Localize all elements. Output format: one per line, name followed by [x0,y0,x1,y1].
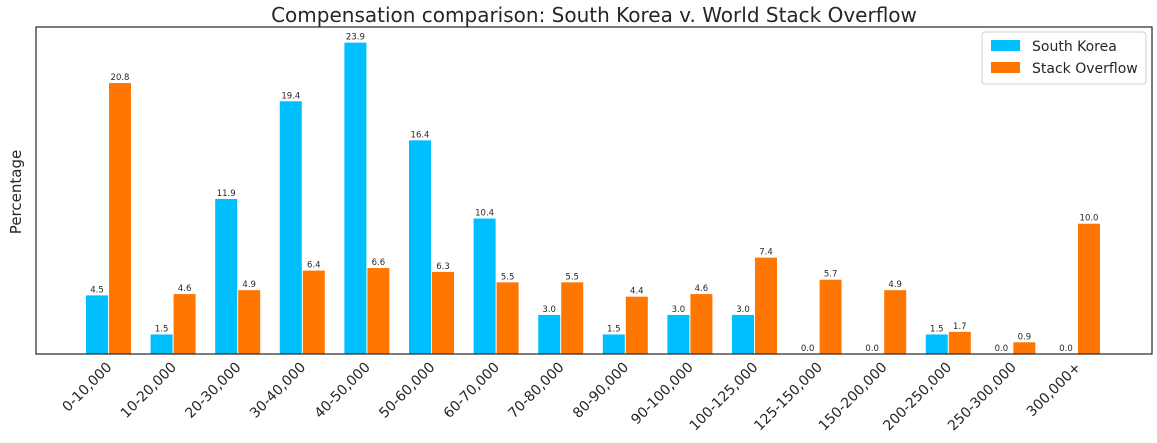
data-label-stack-overflow-300-000: 10.0 [1080,214,1099,224]
data-label-south-korea-0-10-000: 4.5 [90,285,104,295]
bar-stack-overflow-30-40-000 [302,270,325,354]
legend-label-stack-overflow: Stack Overflow [1032,61,1138,77]
bar-stack-overflow-100-125-000 [755,257,777,354]
data-label-south-korea-90-100-000: 3.0 [672,305,686,315]
data-label-south-korea-200-250-000: 1.5 [930,324,944,334]
x-tick-label-20-30-000: 20-30,000 [182,360,244,422]
data-label-stack-overflow-90-100-000: 4.6 [695,284,709,294]
legend: South Korea Stack Overflow [981,31,1147,85]
bar-stack-overflow-60-70-000 [496,282,519,354]
x-tick-label-250-300-000: 250-300,000 [945,360,1020,435]
data-label-stack-overflow-10-20-000: 4.6 [178,284,192,294]
x-tick-label-60-70-000: 60-70,000 [441,360,503,422]
data-label-stack-overflow-40-50-000: 6.6 [372,258,386,268]
bar-stack-overflow-300-000 [1078,223,1100,354]
bar-stack-overflow-0-10-000 [109,83,131,354]
bar-south-korea-10-20-000 [150,334,173,354]
data-label-stack-overflow-50-60-000: 6.3 [436,262,450,272]
data-label-stack-overflow-60-70-000: 5.5 [501,272,515,282]
bar-south-korea-60-70-000 [473,218,496,354]
legend-label-south-korea: South Korea [1032,39,1117,55]
bar-south-korea-100-125-000 [732,314,754,354]
data-label-south-korea-50-60-000: 16.4 [411,130,430,140]
bar-south-korea-30-40-000 [279,101,302,354]
x-tick-label-0-10-000: 0-10,000 [60,360,116,416]
data-label-stack-overflow-70-80-000: 5.5 [565,272,579,282]
x-tick-label-10-20-000: 10-20,000 [118,360,180,422]
bar-south-korea-40-50-000 [344,42,367,355]
data-label-south-korea-300-000: 0.0 [1059,344,1073,354]
legend-box [981,31,1147,85]
bar-stack-overflow-20-30-000 [238,290,261,354]
chart-title: Compensation comparison: South Korea v. … [271,3,917,27]
bar-stack-overflow-10-20-000 [173,294,196,354]
data-label-stack-overflow-250-300-000: 0.9 [1018,332,1032,342]
bar-south-korea-90-100-000 [667,314,690,354]
data-label-stack-overflow-200-250-000: 1.7 [953,322,967,332]
bar-stack-overflow-250-300-000 [1013,342,1036,354]
x-tick-label-30-40-000: 30-40,000 [247,360,309,422]
data-label-stack-overflow-30-40-000: 6.4 [307,261,321,271]
x-tick-label-90-100-000: 90-100,000 [628,360,696,428]
data-label-stack-overflow-80-90-000: 4.4 [630,287,644,297]
data-label-south-korea-20-30-000: 11.9 [217,189,236,199]
data-label-south-korea-40-50-000: 23.9 [346,33,365,43]
bar-stack-overflow-40-50-000 [367,268,390,354]
data-label-south-korea-60-70-000: 10.4 [475,209,494,219]
bar-south-korea-200-250-000 [925,334,948,354]
data-label-south-korea-10-20-000: 1.5 [155,324,169,334]
data-label-stack-overflow-0-10-000: 20.8 [111,73,130,83]
x-tick-label-70-80-000: 70-80,000 [505,360,567,422]
bar-south-korea-20-30-000 [215,198,238,354]
y-axis-label: Percentage [7,150,25,234]
data-label-south-korea-80-90-000: 1.5 [607,324,621,334]
data-label-south-korea-70-80-000: 3.0 [542,305,556,315]
data-label-stack-overflow-125-150-000: 5.7 [824,270,838,280]
bar-stack-overflow-200-250-000 [948,331,971,354]
bars-group [86,42,1100,355]
x-tick-label-300-000: 300,000+ [1024,360,1085,421]
x-tick-label-40-50-000: 40-50,000 [312,360,374,422]
x-tick-label-50-60-000: 50-60,000 [376,360,438,422]
data-label-stack-overflow-20-30-000: 4.9 [242,280,256,290]
bar-stack-overflow-80-90-000 [625,296,648,354]
x-tick-label-80-90-000: 80-90,000 [570,360,632,422]
bar-stack-overflow-70-80-000 [561,282,584,354]
bar-stack-overflow-125-150-000 [819,279,842,354]
data-label-stack-overflow-100-125-000: 7.4 [759,248,773,258]
data-label-south-korea-100-125-000: 3.0 [736,305,750,315]
bar-stack-overflow-150-200-000 [884,290,907,354]
bar-south-korea-0-10-000 [86,295,108,354]
data-labels-group: 4.5 20.8 1.5 4.6 11.9 4.9 19.4 6.4 23.9 6.6 16.4 6.… [90,33,1098,354]
bar-south-korea-50-60-000 [409,140,431,354]
bar-stack-overflow-90-100-000 [690,294,713,354]
data-label-south-korea-30-40-000: 19.4 [281,91,300,101]
x-tick-labels-group: 0-10,000 10-20,000 20-30,000 30-40,000 40-50… [60,360,1085,435]
legend-swatch-stack-overflow [991,62,1020,73]
bar-stack-overflow-50-60-000 [432,271,454,354]
bar-south-korea-80-90-000 [602,334,625,354]
legend-swatch-south-korea [991,40,1020,51]
bar-south-korea-70-80-000 [538,314,561,354]
data-label-south-korea-250-300-000: 0.0 [995,344,1009,354]
data-label-south-korea-125-150-000: 0.0 [801,344,815,354]
data-label-stack-overflow-150-200-000: 4.9 [888,280,902,290]
data-label-south-korea-150-200-000: 0.0 [865,344,879,354]
plot-frame [35,26,1153,355]
